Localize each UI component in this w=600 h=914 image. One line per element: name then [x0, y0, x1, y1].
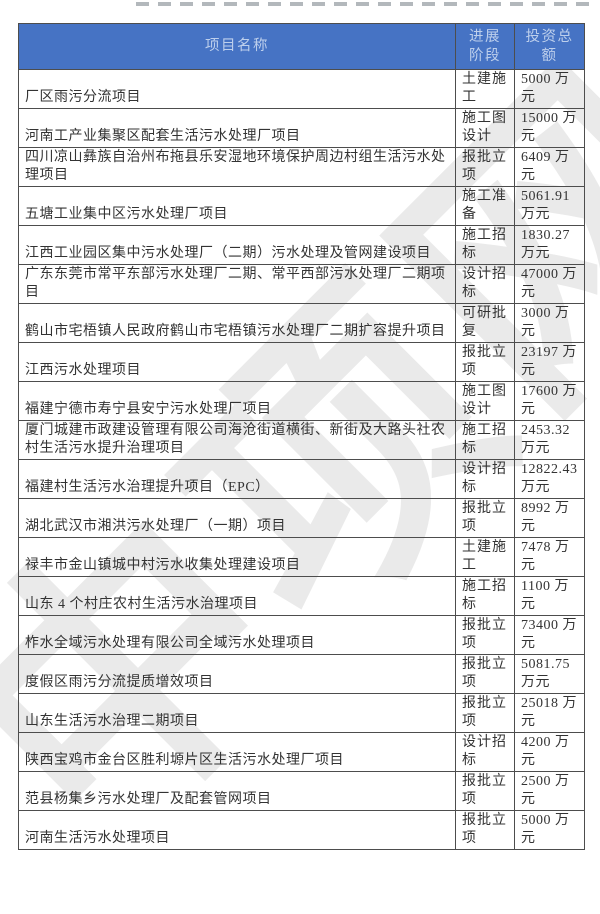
progress-stage-cell: 设计招标 — [455, 264, 515, 304]
project-name-cell: 鹤山市宅梧镇人民政府鹤山市宅梧镇污水处理厂二期扩容提升项目 — [18, 303, 456, 343]
total-investment-cell: 3000 万元 — [514, 303, 585, 343]
progress-stage-cell: 报批立项 — [455, 693, 515, 733]
header-row: 项目名称 进展 阶段 投资总 额 — [18, 23, 585, 70]
project-row: 四川凉山彝族自治州布拖县乐安湿地环境保护周边村组生活污水处理项目 报批立项 64… — [18, 147, 585, 187]
project-row: 河南工产业集聚区配套生活污水处理厂项目 施工图设计 15000 万元 — [18, 108, 585, 148]
total-investment-cell: 15000 万元 — [514, 108, 585, 148]
column-header-progress-stage: 进展 阶段 — [455, 23, 515, 70]
project-row: 五塘工业集中区污水处理厂项目 施工准备 5061.91 万元 — [18, 186, 585, 226]
progress-stage-cell: 施工招标 — [455, 225, 515, 265]
project-row: 湖北武汉市湘洪污水处理厂（一期）项目 报批立项 8992 万元 — [18, 498, 585, 538]
project-name-cell: 福建村生活污水治理提升项目（EPC） — [18, 459, 456, 499]
project-row: 山东生活污水治理二期项目 报批立项 25018 万元 — [18, 693, 585, 733]
progress-stage-cell: 土建施工 — [455, 537, 515, 577]
project-name-cell: 厦门城建市政建设管理有限公司海沧街道横街、新街及大路头社农村生活污水提升治理项目 — [18, 420, 456, 460]
project-name-cell: 广东东莞市常平东部污水处理厂二期、常平西部污水处理厂二期项目 — [18, 264, 456, 304]
total-investment-cell: 47000 万元 — [514, 264, 585, 304]
project-row: 柞水全域污水处理有限公司全域污水处理项目 报批立项 73400 万元 — [18, 615, 585, 655]
project-row: 鹤山市宅梧镇人民政府鹤山市宅梧镇污水处理厂二期扩容提升项目 可研批复 3000 … — [18, 303, 585, 343]
total-investment-cell: 5000 万元 — [514, 810, 585, 850]
total-investment-cell: 8992 万元 — [514, 498, 585, 538]
progress-stage-cell: 设计招标 — [455, 459, 515, 499]
total-investment-cell: 6409 万元 — [514, 147, 585, 187]
cropped-text-remnant-strip — [136, 2, 594, 6]
total-investment-cell: 23197 万元 — [514, 342, 585, 382]
progress-stage-cell: 报批立项 — [455, 147, 515, 187]
project-row: 范县杨集乡污水处理厂及配套管网项目 报批立项 2500 万元 — [18, 771, 585, 811]
project-row: 河南生活污水处理项目 报批立项 5000 万元 — [18, 810, 585, 850]
project-row: 福建村生活污水治理提升项目（EPC） 设计招标 12822.43 万元 — [18, 459, 585, 499]
project-name-cell: 江西污水处理项目 — [18, 342, 456, 382]
project-row: 禄丰市金山镇城中村污水收集处理建设项目 土建施工 7478 万元 — [18, 537, 585, 577]
progress-stage-cell: 施工准备 — [455, 186, 515, 226]
total-investment-cell: 2453.32 万元 — [514, 420, 585, 460]
column-header-total-investment: 投资总 额 — [514, 23, 585, 70]
total-investment-cell: 17600 万元 — [514, 381, 585, 421]
project-row: 厂区雨污分流项目 土建施工 5000 万元 — [18, 69, 585, 109]
progress-stage-cell: 报批立项 — [455, 615, 515, 655]
progress-stage-cell: 报批立项 — [455, 810, 515, 850]
total-investment-cell: 5081.75 万元 — [514, 654, 585, 694]
progress-stage-cell: 施工招标 — [455, 420, 515, 460]
progress-stage-cell: 报批立项 — [455, 771, 515, 811]
project-name-cell: 陕西宝鸡市金台区胜利塬片区生活污水处理厂项目 — [18, 732, 456, 772]
project-name-cell: 河南工产业集聚区配套生活污水处理厂项目 — [18, 108, 456, 148]
project-row: 江西污水处理项目 报批立项 23197 万元 — [18, 342, 585, 382]
total-investment-cell: 12822.43 万元 — [514, 459, 585, 499]
project-name-cell: 山东 4 个村庄农村生活污水治理项目 — [18, 576, 456, 616]
column-header-project-name: 项目名称 — [18, 23, 456, 70]
total-investment-cell: 1830.27 万元 — [514, 225, 585, 265]
project-row: 陕西宝鸡市金台区胜利塬片区生活污水处理厂项目 设计招标 4200 万元 — [18, 732, 585, 772]
project-name-cell: 厂区雨污分流项目 — [18, 69, 456, 109]
progress-stage-cell: 施工图设计 — [455, 381, 515, 421]
project-row: 福建宁德市寿宁县安宁污水处理厂项目 施工图设计 17600 万元 — [18, 381, 585, 421]
table-header: 项目名称 进展 阶段 投资总 额 — [18, 23, 585, 70]
progress-stage-cell: 可研批复 — [455, 303, 515, 343]
project-row: 厦门城建市政建设管理有限公司海沧街道横街、新街及大路头社农村生活污水提升治理项目… — [18, 420, 585, 460]
projects-table: 项目名称 进展 阶段 投资总 额 厂区雨污分流项目 土建施工 5000 万元 河… — [18, 23, 585, 850]
total-investment-cell: 1100 万元 — [514, 576, 585, 616]
progress-stage-cell: 报批立项 — [455, 342, 515, 382]
progress-stage-cell: 报批立项 — [455, 654, 515, 694]
project-name-cell: 河南生活污水处理项目 — [18, 810, 456, 850]
project-name-cell: 柞水全域污水处理有限公司全域污水处理项目 — [18, 615, 456, 655]
total-investment-cell: 4200 万元 — [514, 732, 585, 772]
total-investment-cell: 7478 万元 — [514, 537, 585, 577]
project-name-cell: 山东生活污水治理二期项目 — [18, 693, 456, 733]
projects-table-body: 厂区雨污分流项目 土建施工 5000 万元 河南工产业集聚区配套生活污水处理厂项… — [18, 69, 585, 850]
progress-stage-cell: 设计招标 — [455, 732, 515, 772]
total-investment-cell: 73400 万元 — [514, 615, 585, 655]
project-name-cell: 范县杨集乡污水处理厂及配套管网项目 — [18, 771, 456, 811]
progress-stage-cell: 报批立项 — [455, 498, 515, 538]
progress-stage-cell: 施工招标 — [455, 576, 515, 616]
project-row: 度假区雨污分流提质增效项目 报批立项 5081.75 万元 — [18, 654, 585, 694]
total-investment-cell: 25018 万元 — [514, 693, 585, 733]
project-name-cell: 禄丰市金山镇城中村污水收集处理建设项目 — [18, 537, 456, 577]
total-investment-cell: 2500 万元 — [514, 771, 585, 811]
progress-stage-cell: 施工图设计 — [455, 108, 515, 148]
project-row: 山东 4 个村庄农村生活污水治理项目 施工招标 1100 万元 — [18, 576, 585, 616]
project-name-cell: 湖北武汉市湘洪污水处理厂（一期）项目 — [18, 498, 456, 538]
project-name-cell: 江西工业园区集中污水处理厂（二期）污水处理及管网建设项目 — [18, 225, 456, 265]
project-name-cell: 四川凉山彝族自治州布拖县乐安湿地环境保护周边村组生活污水处理项目 — [18, 147, 456, 187]
project-row: 江西工业园区集中污水处理厂（二期）污水处理及管网建设项目 施工招标 1830.2… — [18, 225, 585, 265]
progress-stage-cell: 土建施工 — [455, 69, 515, 109]
total-investment-cell: 5061.91 万元 — [514, 186, 585, 226]
project-name-cell: 度假区雨污分流提质增效项目 — [18, 654, 456, 694]
project-name-cell: 五塘工业集中区污水处理厂项目 — [18, 186, 456, 226]
total-investment-cell: 5000 万元 — [514, 69, 585, 109]
project-name-cell: 福建宁德市寿宁县安宁污水处理厂项目 — [18, 381, 456, 421]
project-row: 广东东莞市常平东部污水处理厂二期、常平西部污水处理厂二期项目 设计招标 4700… — [18, 264, 585, 304]
